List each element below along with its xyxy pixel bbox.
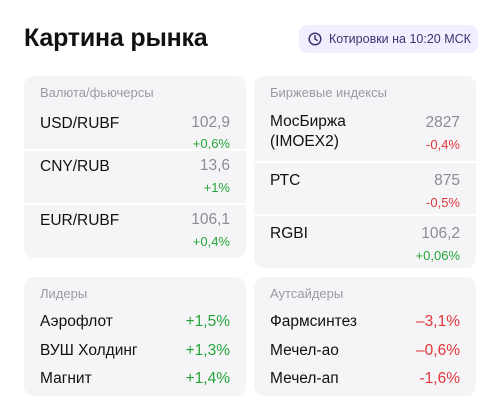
indices-panel: Биржевые индексы МосБиржа (IMOEX2) 2827 …: [254, 76, 476, 268]
list-item: Аэрофлот +1,5%: [24, 312, 246, 336]
stock-change: -1,6%: [419, 370, 461, 387]
currency-panel-title: Валюта/фьючерсы: [40, 85, 154, 100]
instrument-name: РТС: [270, 172, 301, 189]
stock-change: –0,6%: [416, 342, 460, 359]
stock-name: ВУШ Холдинг: [40, 342, 138, 359]
list-item: EUR/RUBF 106,1 +0,4%: [24, 203, 246, 258]
instrument-change: -0,5%: [426, 195, 460, 210]
quote-time-badge: Котировки на 10:20 МСК: [299, 25, 478, 53]
list-item: Мечел-ап -1,6%: [254, 369, 476, 393]
instrument-name: CNY/RUB: [40, 158, 110, 175]
list-item: Магнит +1,4%: [24, 369, 246, 393]
list-item: МосБиржа (IMOEX2) 2827 -0,4%: [254, 108, 476, 160]
instrument-value: 2827: [425, 114, 460, 131]
stock-name: Мечел-ап: [270, 370, 339, 387]
leaders-panel-title: Лидеры: [40, 286, 88, 301]
list-item: Мечел-ао –0,6%: [254, 341, 476, 365]
stock-change: +1,3%: [185, 342, 230, 359]
stock-name: Фармсинтез: [270, 313, 357, 330]
instrument-change: +0,6%: [192, 136, 230, 151]
quote-time-label: Котировки на 10:20 МСК: [329, 32, 471, 46]
list-item: RGBI 106,2 +0,06%: [254, 214, 476, 268]
stock-name: Аэрофлот: [40, 313, 113, 330]
list-item: Фармсинтез –3,1%: [254, 312, 476, 336]
instrument-change: +0,06%: [415, 248, 460, 263]
instrument-name: RGBI: [270, 225, 308, 242]
clock-icon: [308, 32, 322, 46]
instrument-value: 106,2: [421, 225, 460, 242]
outsiders-panel: Аутсайдеры Фармсинтез –3,1% Мечел-ао –0,…: [254, 277, 476, 396]
instrument-value: 13,6: [199, 157, 230, 174]
instrument-value: 102,9: [191, 114, 230, 131]
instrument-name: EUR/RUBF: [40, 212, 120, 229]
list-item: USD/RUBF 102,9 +0,6%: [24, 108, 246, 160]
instrument-change: +1%: [203, 180, 230, 195]
list-item: CNY/RUB 13,6 +1%: [24, 149, 246, 204]
outsiders-panel-title: Аутсайдеры: [270, 286, 344, 301]
page-title: Картина рынка: [24, 24, 208, 52]
instrument-value: 875: [434, 172, 460, 189]
stock-name: Мечел-ао: [270, 342, 339, 359]
currency-panel: Валюта/фьючерсы USD/RUBF 102,9 +0,6% CNY…: [24, 76, 246, 258]
stock-name: Магнит: [40, 370, 92, 387]
list-item: РТС 875 -0,5%: [254, 161, 476, 214]
instrument-change: -0,4%: [426, 137, 460, 152]
instrument-change: +0,4%: [192, 234, 230, 249]
indices-panel-title: Биржевые индексы: [270, 85, 387, 100]
list-item: ВУШ Холдинг +1,3%: [24, 341, 246, 365]
stock-change: +1,4%: [185, 370, 230, 387]
instrument-name: USD/RUBF: [40, 115, 120, 132]
stock-change: –3,1%: [416, 313, 460, 330]
instrument-value: 106,1: [191, 211, 230, 228]
leaders-panel: Лидеры Аэрофлот +1,5% ВУШ Холдинг +1,3% …: [24, 277, 246, 396]
instrument-name: МосБиржа (IMOEX2): [270, 113, 346, 150]
stock-change: +1,5%: [185, 313, 230, 330]
